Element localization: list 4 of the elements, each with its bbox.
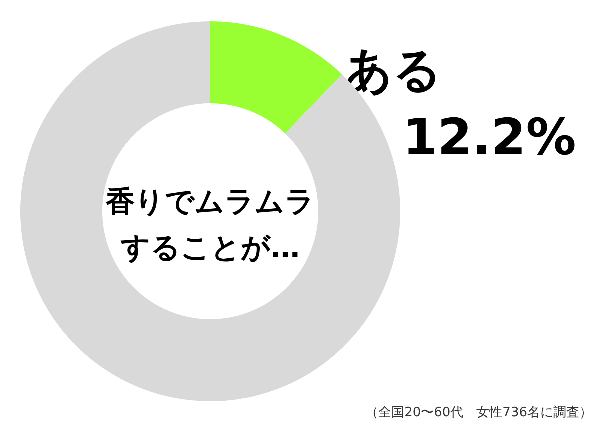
text: 香りでムラムラ xyxy=(105,184,315,218)
data-label: 12.2% xyxy=(402,108,576,166)
text: （全国20〜60代 女性736名に調査） xyxy=(366,406,593,420)
text: することが… xyxy=(120,230,300,264)
